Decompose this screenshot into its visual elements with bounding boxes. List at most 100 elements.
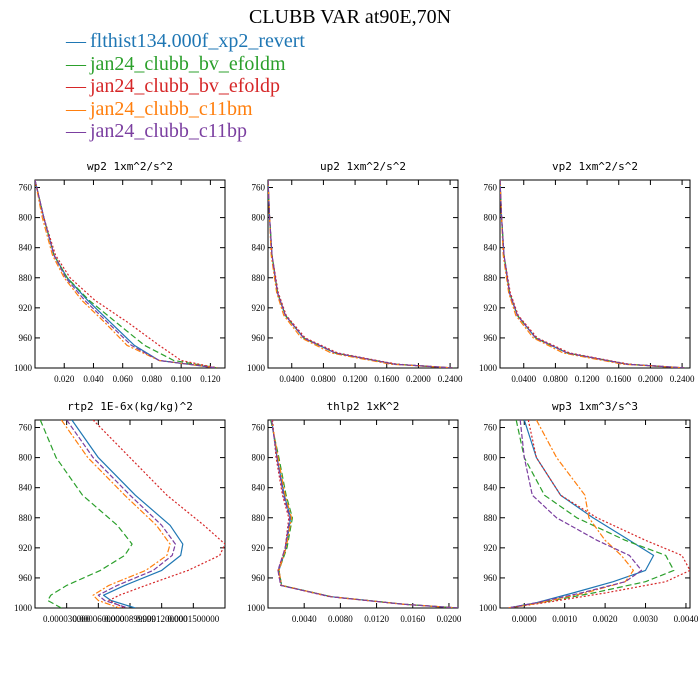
series-line [271,420,458,608]
y-tick-label: 1000 [14,363,33,373]
y-tick-label: 880 [19,513,33,523]
y-tick-label: 1000 [479,363,498,373]
x-tick-label: 0.0000 [512,614,537,624]
legend-item: — jan24_clubb_bv_efoldm [66,53,305,76]
y-tick-label: 960 [484,573,498,583]
series-line [508,420,675,608]
x-tick-label: 0.0030 [633,614,658,624]
y-tick-label: 760 [252,423,266,433]
y-tick-label: 920 [252,543,266,553]
x-tick-label: 0.080 [142,374,163,384]
series-group [268,180,455,368]
subplot-title: wp3 1xm^3/s^3 [552,400,638,413]
legend-label: flthist134.000f_xp2_revert [90,30,305,52]
legend-label: jan24_clubb_c11bm [90,97,253,120]
y-tick-label: 1000 [14,603,33,613]
series-line [507,420,643,608]
y-tick-label: 880 [19,273,33,283]
subplot-title: wp2 1xm^2/s^2 [87,160,173,173]
y-tick-label: 800 [484,453,498,463]
series-line [270,420,458,608]
x-tick-label: 0.2400 [670,374,695,384]
series-line [39,420,133,608]
y-tick-label: 920 [252,303,266,313]
y-tick-label: 920 [484,303,498,313]
series-line [268,180,455,368]
subplot-title: vp2 1xm^2/s^2 [552,160,638,173]
x-tick-label: 0.0800 [543,374,568,384]
x-tick-label: 0.000030000 [43,614,91,624]
x-tick-label: 0.0040 [292,614,317,624]
series-line [500,180,687,368]
series-line [500,180,687,368]
subplot-5: thlp2 1xK^2 760 800 840 880 920 960 1000 0.0040 0… [247,400,462,624]
series-line [268,180,455,368]
y-tick-label: 880 [252,273,266,283]
plot-frame [267,179,459,369]
x-tick-label: 0.0800 [311,374,336,384]
y-tick-label: 800 [484,213,498,223]
series-line [71,420,184,608]
x-tick-label: 0.1600 [606,374,631,384]
x-tick-label: 0.0160 [400,614,425,624]
series-line [271,420,458,608]
x-tick-label: 0.0020 [593,614,618,624]
subplot-1: wp2 1xm^2/s^2 760 800 840 880 920 960 1000 0.020… [14,160,226,384]
y-tick-label: 760 [484,423,498,433]
y-tick-label: 840 [484,483,498,493]
x-tick-label: 0.020 [54,374,75,384]
y-tick-label: 880 [484,273,498,283]
y-tick-label: 880 [484,513,498,523]
subplot-4: rtp2 1E-6x(kg/kg)^2 760 800 840 880 920 960 100… [14,400,226,624]
x-tick-label: 0.0010 [552,614,577,624]
y-tick-label: 960 [19,333,33,343]
subplot-2: up2 1xm^2/s^2 760 800 840 880 920 960 1000 0.040… [247,160,463,384]
legend-label: jan24_clubb_bv_efoldm [90,52,286,75]
series-line [507,420,655,608]
y-tick-label: 800 [252,213,266,223]
y-tick-label: 960 [19,573,33,583]
y-tick-label: 800 [19,453,33,463]
y-tick-label: 880 [252,513,266,523]
x-tick-label: 0.040 [83,374,104,384]
x-tick-label: 0.1200 [343,374,368,384]
legend-item: — jan24_clubb_c11bp [66,120,305,143]
legend-label: jan24_clubb_c11bp [90,120,248,142]
series-line [35,180,218,368]
x-tick-label: 0.2400 [438,374,463,384]
plot-frame [267,419,459,609]
y-tick-label: 920 [484,543,498,553]
series-line [35,180,218,368]
series-line [92,420,225,608]
x-tick-label: 0.0040 [674,614,699,624]
legend-line-icon: — [66,97,86,120]
series-line [268,180,455,368]
y-tick-label: 840 [252,483,266,493]
y-tick-label: 840 [19,243,33,253]
series-group [35,180,218,368]
x-tick-label: 0.0400 [279,374,304,384]
y-tick-label: 1000 [247,603,266,613]
y-tick-label: 760 [19,183,33,193]
y-tick-label: 920 [19,303,33,313]
legend-line-icon: — [66,75,86,97]
series-line [271,420,458,608]
x-tick-label: 0.1600 [374,374,399,384]
x-tick-label: 0.120 [200,374,221,384]
x-tick-label: 0.060 [113,374,134,384]
chart-title: CLUBB VAR at90E,70N [248,6,452,28]
legend-item: — jan24_clubb_c11bm [66,98,305,121]
y-tick-label: 920 [19,543,33,553]
legend-line-icon: — [66,120,86,142]
series-line [60,420,171,608]
series-line [35,180,218,368]
y-tick-label: 960 [252,573,266,583]
legend-item: — flthist134.000f_xp2_revert [66,30,305,53]
x-tick-label: 0.0000600000 [72,614,124,624]
x-tick-label: 0.0400 [511,374,536,384]
x-tick-label: 0.0120 [364,614,389,624]
series-line [66,420,176,608]
x-tick-label: 0.0000899999 [104,614,156,624]
legend-label: jan24_clubb_bv_efoldp [90,75,280,97]
legend-item: — jan24_clubb_bv_efoldp [66,75,305,98]
